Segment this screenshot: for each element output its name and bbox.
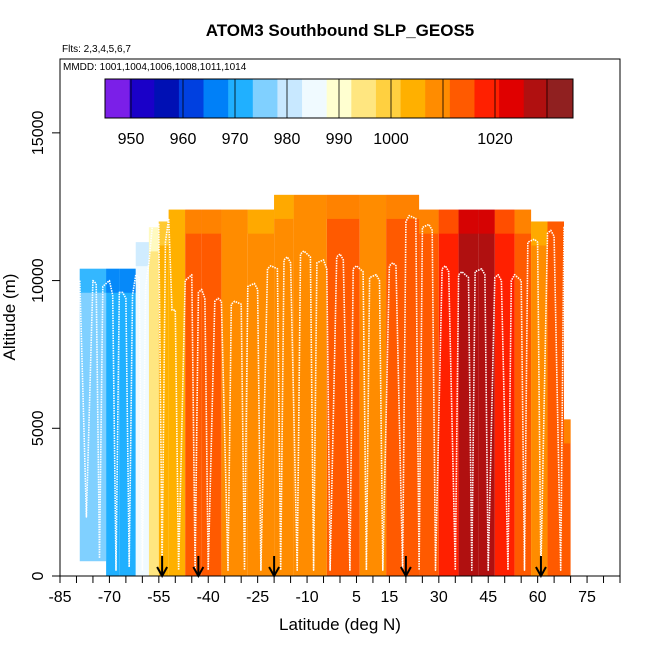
- heatmap-column-top: [274, 194, 294, 219]
- heatmap-column-top: [478, 209, 495, 234]
- heatmap-column: [494, 209, 515, 576]
- x-tick-label: -40: [197, 589, 220, 606]
- colorbar: 950 960 970 980 990 1000 1020: [104, 78, 574, 148]
- heatmap-column-top: [547, 221, 564, 246]
- colorbar-label: 970: [222, 131, 249, 148]
- colorbar-swatch: [154, 79, 180, 118]
- x-tick-label: 30: [430, 589, 448, 606]
- x-tick-label: 45: [479, 589, 497, 606]
- x-tick-label: -55: [147, 589, 170, 606]
- heatmap-column-top: [438, 209, 459, 234]
- heatmap: [79, 194, 571, 576]
- colorbar-swatch: [302, 79, 328, 118]
- chart-title: ATOM3 Southbound SLP_GEOS5: [206, 21, 475, 40]
- heatmap-column-top: [158, 221, 169, 246]
- heatmap-column: [148, 227, 159, 576]
- heatmap-column-top: [564, 419, 571, 444]
- heatmap-column-top: [326, 194, 360, 219]
- y-axis-label: Altitude (m): [0, 274, 19, 361]
- y-tick-label: 0: [30, 571, 47, 580]
- colorbar-swatch: [351, 79, 377, 118]
- colorbar-swatch: [548, 79, 574, 118]
- colorbar-swatch: [252, 79, 278, 118]
- heatmap-column-top: [247, 209, 275, 234]
- heatmap-column-top: [168, 209, 186, 234]
- heatmap-column-top: [221, 209, 248, 234]
- heatmap-column-top: [201, 209, 222, 234]
- heatmap-column-top: [514, 209, 532, 234]
- x-tick-label: -10: [295, 589, 318, 606]
- colorbar-swatch: [105, 79, 131, 118]
- colorbar-swatch: [277, 79, 303, 118]
- colorbar-swatch: [129, 79, 155, 118]
- x-tick-label: 75: [578, 589, 596, 606]
- x-tick-label: 5: [352, 589, 361, 606]
- heatmap-column: [201, 209, 222, 576]
- x-tick-label: -85: [48, 589, 71, 606]
- heatmap-column: [221, 209, 248, 576]
- flight-track-line: [79, 214, 568, 571]
- heatmap-column: [106, 268, 120, 576]
- x-tick-label: 60: [529, 589, 547, 606]
- heatmap-column-top: [531, 221, 548, 246]
- y-tick-label: 5000: [30, 410, 47, 446]
- colorbar-swatch: [400, 79, 426, 118]
- heatmap-column: [386, 194, 420, 576]
- colorbar-swatch: [499, 79, 525, 118]
- heatmap-column-top: [106, 268, 120, 293]
- heatmap-column: [168, 209, 186, 576]
- colorbar-swatch: [449, 79, 475, 118]
- heatmap-column-top: [419, 209, 439, 234]
- flight-track: [79, 214, 568, 571]
- y-tick-label: 15000: [30, 111, 47, 156]
- heatmap-column: [158, 221, 169, 576]
- colorbar-label: 950: [118, 131, 145, 148]
- heatmap-column-top: [386, 194, 420, 219]
- heatmap-column: [326, 194, 360, 576]
- heatmap-column-top: [293, 194, 327, 219]
- heatmap-column-top: [119, 268, 136, 293]
- colorbar-label: 960: [170, 131, 197, 148]
- heatmap-column: [547, 221, 564, 576]
- x-tick-label: 15: [381, 589, 399, 606]
- colorbar-frame: [104, 78, 574, 119]
- colorbar-label: 1000: [373, 131, 409, 148]
- x-tick-label: -70: [98, 589, 121, 606]
- x-axis: -85 -70 -55 -40 -25 -10 5 15 30 45 60 75: [48, 576, 621, 606]
- heatmap-column: [119, 268, 136, 576]
- heatmap-column-top: [359, 194, 387, 219]
- heatmap-column-top: [135, 242, 149, 267]
- flights-note: Flts: 2,3,4,5,6,7: [62, 44, 131, 55]
- heatmap-column-top: [494, 209, 515, 234]
- heatmap-column: [514, 209, 532, 576]
- dates-note: MMDD: 1001,1004,1006,1008,1011,1014: [63, 62, 247, 73]
- x-tick-label: -25: [246, 589, 269, 606]
- heatmap-column-top: [185, 209, 202, 234]
- heatmap-column: [458, 209, 479, 576]
- sounding-arrows: [156, 556, 547, 579]
- colorbar-swatch: [474, 79, 500, 118]
- x-axis-label: Latitude (deg N): [279, 615, 401, 634]
- heatmap-column: [564, 419, 571, 576]
- y-tick-label: 10000: [30, 258, 47, 303]
- colorbar-label: 1020: [477, 131, 513, 148]
- heatmap-column: [274, 194, 294, 576]
- colorbar-swatch: [425, 79, 451, 118]
- colorbar-swatch: [228, 79, 254, 118]
- heatmap-column-top: [148, 227, 159, 252]
- colorbar-swatch: [203, 79, 229, 118]
- colorbar-label: 990: [326, 131, 353, 148]
- colorbar-swatch: [523, 79, 549, 118]
- heatmap-column-top: [458, 209, 479, 234]
- colorbar-swatch: [375, 79, 401, 118]
- y-axis: 0 5000 10000 15000: [30, 111, 60, 580]
- colorbar-label: 980: [274, 131, 301, 148]
